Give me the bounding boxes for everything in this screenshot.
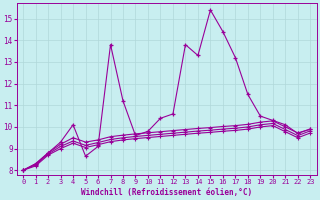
X-axis label: Windchill (Refroidissement éolien,°C): Windchill (Refroidissement éolien,°C) (81, 188, 252, 197)
